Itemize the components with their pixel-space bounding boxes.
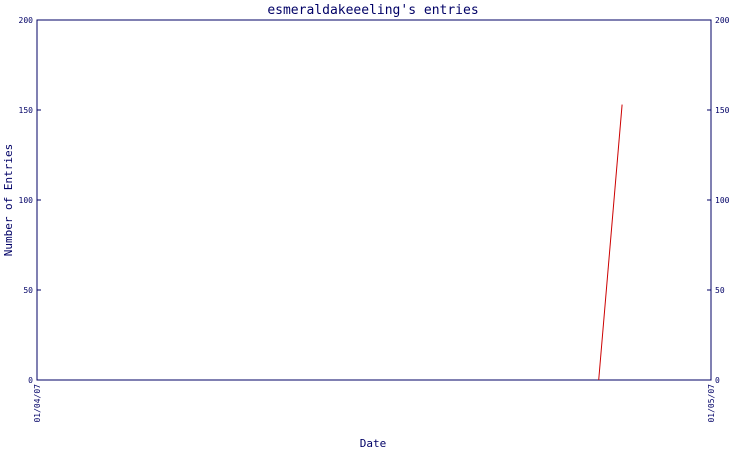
y-tick-label-right: 150 — [715, 106, 730, 115]
y-tick-label-left: 200 — [19, 16, 34, 25]
chart-title: esmeraldakeeeling's entries — [267, 3, 478, 18]
plot-area — [36, 19, 712, 381]
x-tick-label: 01/04/07 — [33, 384, 42, 423]
x-axis-label: Date — [360, 437, 387, 450]
y-tick-label-right: 0 — [715, 376, 720, 385]
y-tick-label-right: 200 — [715, 16, 730, 25]
y-axis-label: Number of Entries — [2, 144, 15, 257]
y-tick-label-right: 50 — [715, 286, 725, 295]
x-tick-label: 01/05/07 — [707, 384, 716, 423]
y-tick-label-left: 0 — [28, 376, 33, 385]
y-tick-label-right: 100 — [715, 196, 730, 205]
y-tick-label-left: 150 — [19, 106, 34, 115]
series-line — [598, 104, 623, 381]
y-tick-label-left: 50 — [23, 286, 33, 295]
y-tick-label-left: 100 — [19, 196, 34, 205]
